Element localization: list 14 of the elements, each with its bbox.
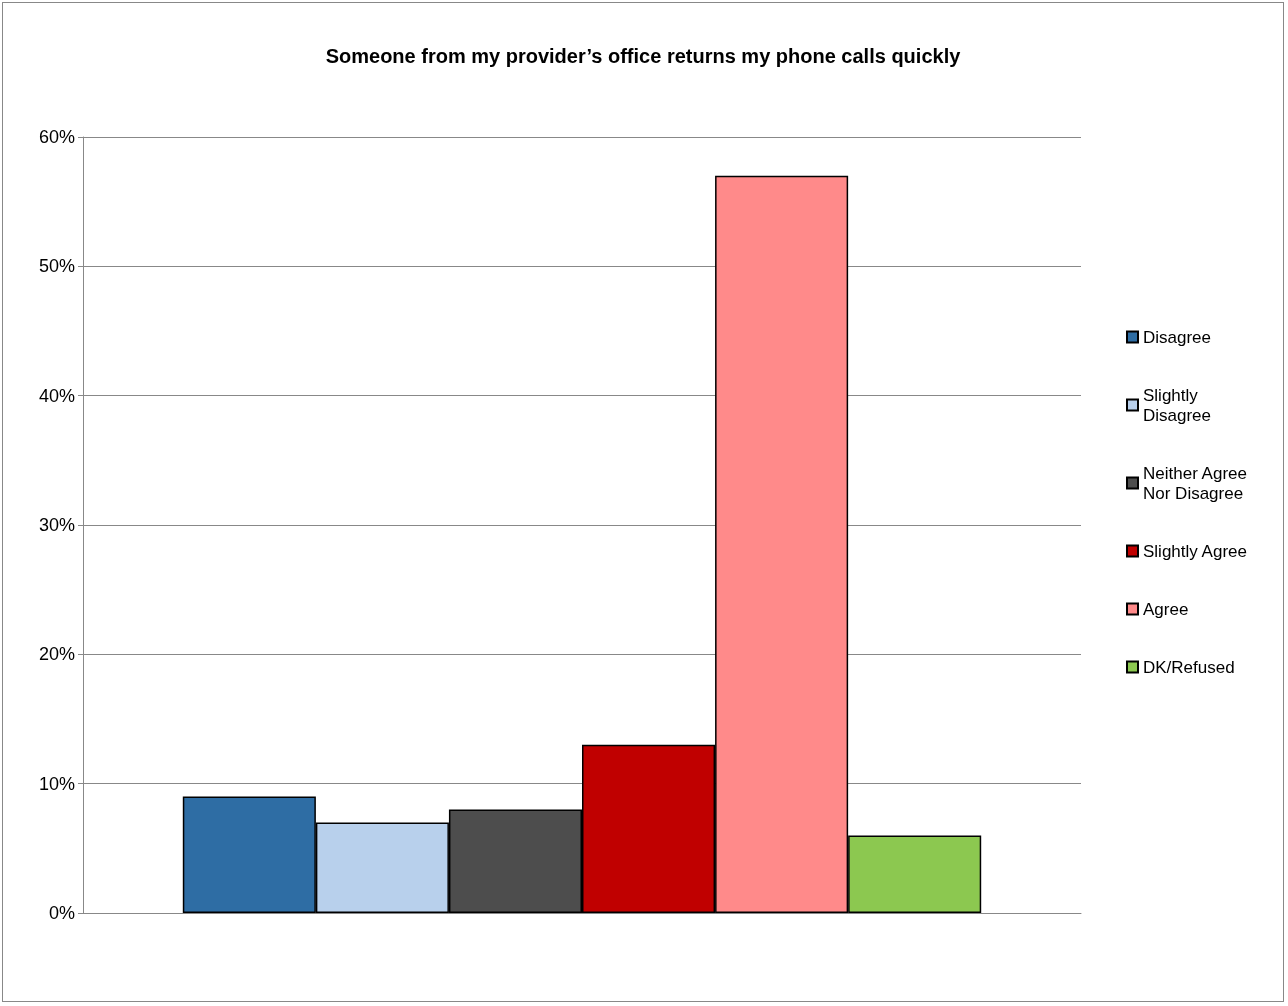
legend-label: DK/Refused <box>1143 657 1235 677</box>
legend-label: Agree <box>1143 599 1189 619</box>
legend-label: Disagree <box>1143 327 1212 347</box>
legend-label: Slightly Disagree <box>1143 385 1212 425</box>
y-tick-label: 30% <box>38 515 75 535</box>
y-tick-label: 0% <box>48 903 75 923</box>
y-tick-label: 10% <box>38 773 75 794</box>
legend-label: Slightly Agree <box>1143 541 1247 561</box>
chart-title: Someone from my provider’s office returns my phone calls quickly <box>325 45 962 67</box>
y-tick-label: 20% <box>38 644 75 665</box>
y-tick-label: 60% <box>38 127 75 147</box>
y-tick-label: 50% <box>38 256 75 277</box>
y-tick-label: 40% <box>38 385 75 406</box>
legend-label: Neither Agree Nor Disagree <box>1143 463 1252 503</box>
